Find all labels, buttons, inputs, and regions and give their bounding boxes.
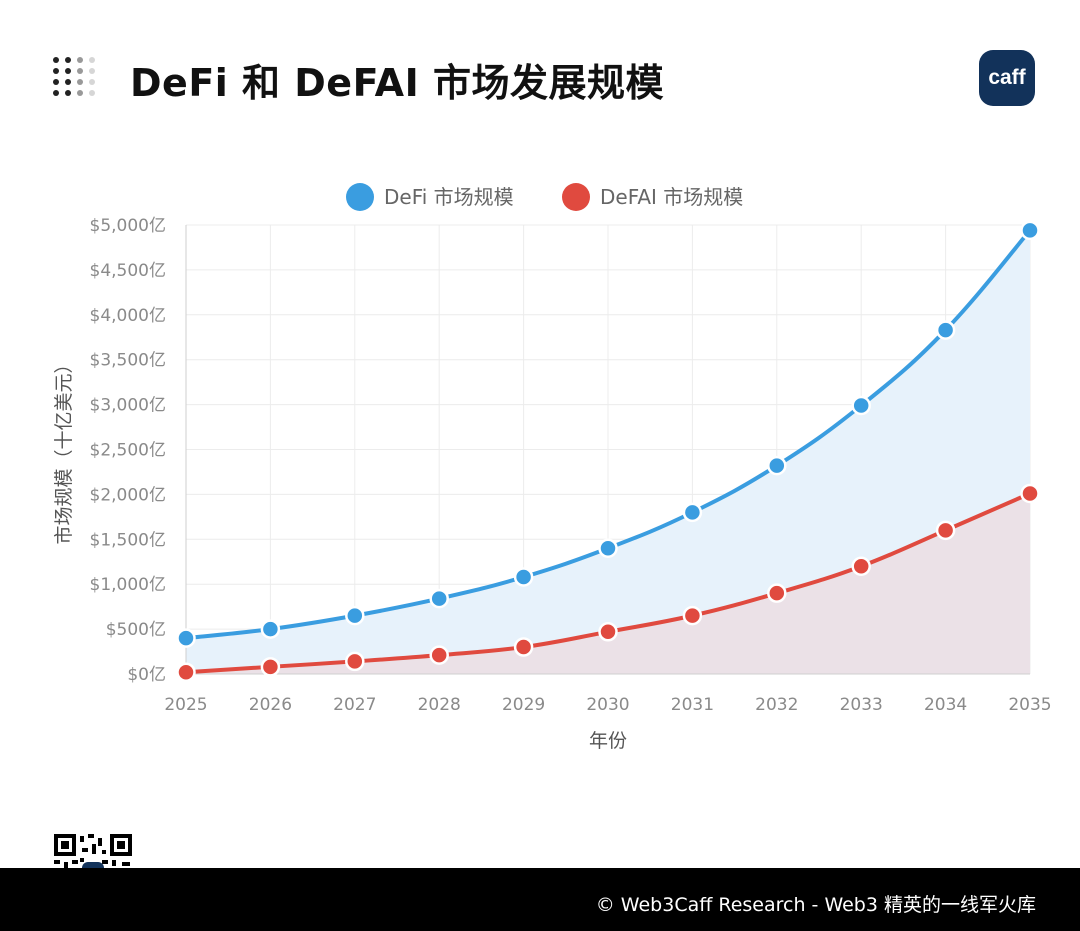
x-tick-label: 2025 [164,695,207,715]
x-tick-label: 2032 [755,695,798,715]
data-point [513,567,534,587]
x-tick-label: 2035 [1008,695,1051,715]
data-point [682,605,703,626]
x-tick-label: 2030 [586,695,629,715]
legend: DeFi 市场规模 DeFAI 市场规模 [346,183,743,211]
x-tick-label: 2029 [502,695,545,715]
data-point [345,605,365,626]
x-tick-label: 2033 [840,695,883,715]
y-tick-label: $5,000亿 [90,216,166,236]
footer-bar: © Web3Caff Research - Web3 精英的一线军火库 [0,868,1080,931]
header: DeFi 和 DeFAI 市场发展规模 caff [0,0,1080,150]
data-point [598,622,618,642]
data-point [598,538,618,559]
y-tick-label: $0亿 [127,665,166,685]
legend-label: DeFi 市场规模 [384,185,514,209]
page-title: DeFi 和 DeFAI 市场发展规模 [130,61,664,105]
legend-marker [346,183,374,211]
series-line-0 [184,228,1032,641]
x-tick-label: 2028 [418,695,461,715]
y-tick-label: $1,000亿 [90,575,166,595]
y-tick-label: $4,000亿 [90,306,166,326]
data-point [767,583,787,603]
dots-grid-icon [53,57,95,96]
data-point [176,628,196,648]
data-point [1020,483,1040,504]
legend-marker [562,183,590,211]
y-tick-label: $4,500亿 [90,261,166,281]
x-tick-label: 2026 [249,695,292,715]
data-point [260,657,281,677]
data-point [345,651,365,672]
data-point [851,395,871,416]
data-point [1020,220,1040,241]
footer-text: © Web3Caff Research - Web3 精英的一线军火库 [595,894,1036,916]
market-size-chart: $0亿 $500亿 $1,000亿 $1,500亿 $2,000亿 $2,500亿 $3,0… [53,183,1052,752]
data-point [682,502,703,523]
x-tick-label: 2034 [924,695,967,715]
data-point [513,637,534,657]
data-point [935,320,956,340]
y-tick-label: $3,500亿 [90,351,166,371]
data-point [260,619,281,639]
series-area-1 [186,493,1030,674]
legend-label: DeFAI 市场规模 [600,185,743,209]
data-point [851,556,871,576]
data-point [176,662,196,682]
y-tick-label: $3,000亿 [90,396,166,416]
x-axis-title: 年份 [589,730,627,752]
y-tick-label: $2,500亿 [90,441,166,461]
series-area-0 [186,230,1030,674]
x-tick-label: 2027 [333,695,376,715]
y-tick-label: $2,000亿 [90,485,166,505]
data-point [767,455,787,476]
x-tick-label: 2031 [671,695,714,715]
data-point [429,645,449,665]
data-point [429,588,449,609]
y-axis-title: 市场规模（十亿美元） [53,354,75,544]
data-point [935,520,956,541]
brand-logo: caff [979,50,1035,106]
y-tick-label: $500亿 [106,620,166,640]
y-tick-label: $1,500亿 [90,530,166,550]
